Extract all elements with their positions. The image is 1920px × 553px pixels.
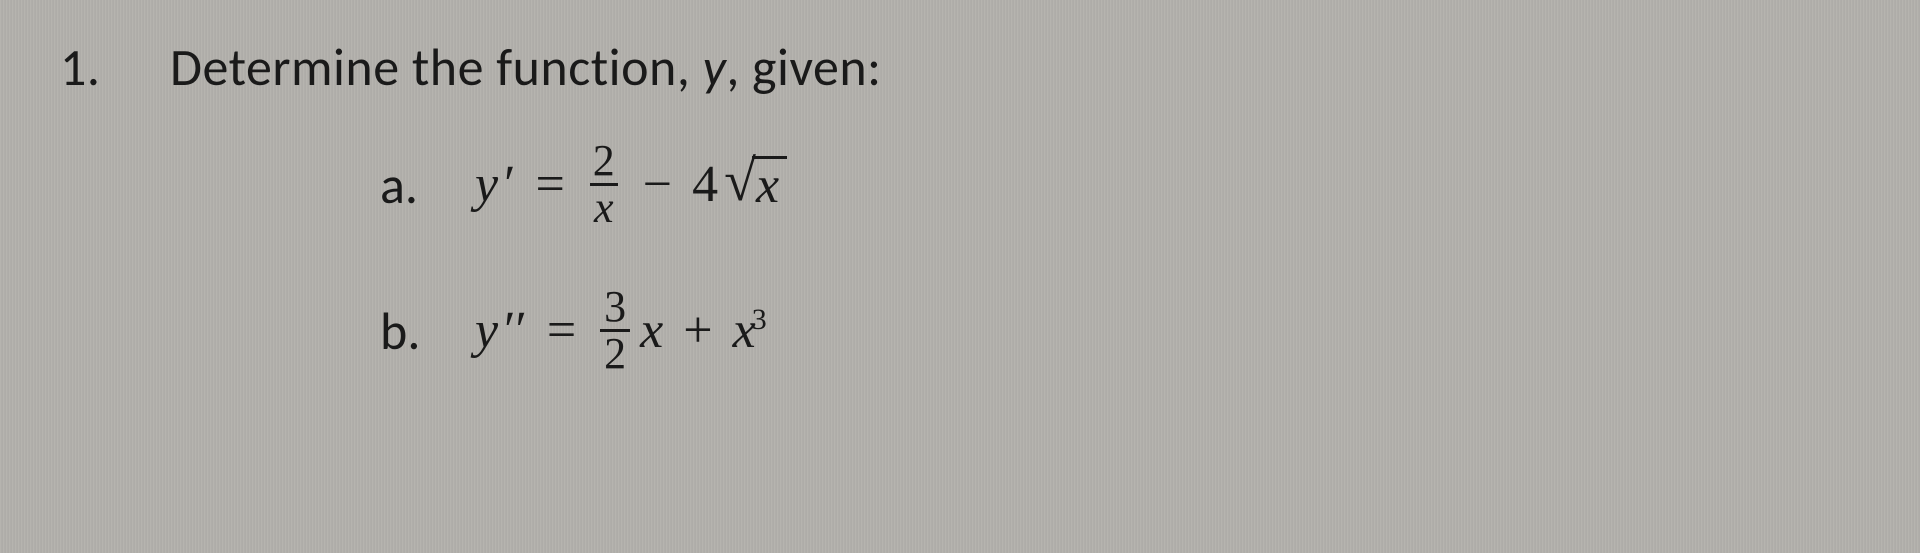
b-plus: + (683, 301, 712, 360)
question-number: 1. (60, 35, 170, 99)
a-coef: 4 (692, 155, 718, 214)
b-term1-var: x (640, 301, 663, 360)
question-block: 1. Determine the function, y, given: a. … (0, 0, 1920, 376)
a-minus: − (643, 155, 672, 214)
b-equals: = (547, 301, 576, 360)
a-frac-den: x (590, 183, 618, 230)
part-b-equation: y′′ = 3 2 x + x3 (475, 285, 767, 376)
a-sqrt: √ x (724, 156, 787, 214)
b-frac-den: 2 (600, 329, 630, 376)
prompt-post: , given: (726, 35, 881, 99)
part-b-label: b. (380, 299, 475, 363)
a-equals: = (535, 155, 564, 214)
part-a-equation: y′ = 2 x − 4 √ x (475, 139, 787, 230)
a-lhs-prime: ′ (504, 155, 515, 214)
question-header: 1. Determine the function, y, given: (60, 35, 1880, 99)
b-term2-exp: 3 (752, 303, 767, 336)
question-prompt: Determine the function, y, given: (170, 35, 882, 99)
a-sqrt-arg: x (752, 156, 787, 214)
b-fraction: 3 2 (600, 285, 630, 376)
b-lhs-prime: ′′ (504, 301, 527, 360)
a-fraction: 2 x (589, 139, 619, 230)
b-lhs-var: y (475, 301, 498, 360)
prompt-pre: Determine the function, (170, 35, 703, 99)
part-a: a. y′ = 2 x − 4 √ x (60, 139, 1880, 230)
part-a-label: a. (380, 153, 475, 217)
b-frac-num: 3 (600, 285, 630, 329)
a-lhs-var: y (475, 155, 498, 214)
prompt-var: y (703, 35, 727, 99)
a-frac-num: 2 (589, 139, 619, 183)
part-b: b. y′′ = 3 2 x + x3 (60, 285, 1880, 376)
